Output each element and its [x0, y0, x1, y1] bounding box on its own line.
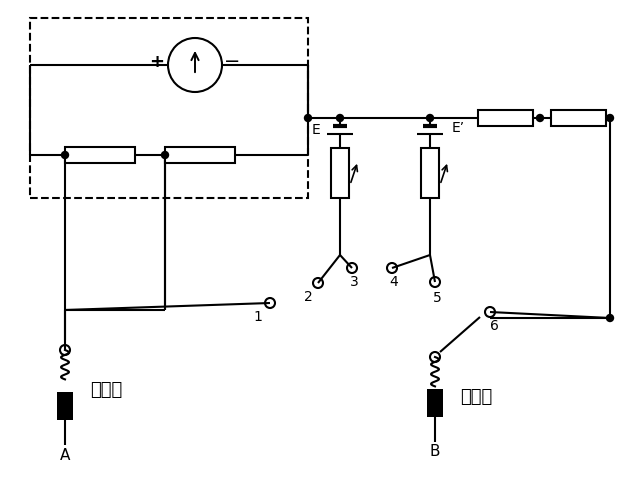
Bar [477, 110, 532, 126]
Text: +: + [150, 53, 164, 71]
Text: B: B [429, 444, 440, 459]
Bar [421, 148, 439, 198]
Circle shape [161, 151, 168, 158]
Circle shape [305, 115, 312, 121]
Text: 5: 5 [433, 291, 442, 305]
Text: 2: 2 [303, 290, 312, 304]
Circle shape [536, 115, 543, 121]
Circle shape [607, 115, 614, 121]
Text: A: A [60, 448, 70, 463]
Text: 6: 6 [490, 319, 499, 333]
Circle shape [607, 315, 614, 321]
Text: 红表笔: 红表笔 [90, 381, 122, 399]
Text: 3: 3 [349, 275, 358, 289]
Bar [57, 392, 73, 420]
Text: −: − [224, 52, 240, 72]
Text: 1: 1 [253, 310, 262, 324]
Circle shape [337, 115, 344, 121]
Text: 4: 4 [390, 275, 398, 289]
Bar [65, 147, 135, 163]
Bar [30, 18, 308, 198]
Bar [165, 147, 235, 163]
Text: 黑表笔: 黑表笔 [460, 388, 492, 406]
Text: E’: E’ [452, 121, 465, 135]
Circle shape [426, 115, 433, 121]
Bar [427, 389, 443, 417]
Text: E: E [311, 123, 320, 137]
Circle shape [61, 151, 68, 158]
Bar [550, 110, 605, 126]
Bar [331, 148, 349, 198]
